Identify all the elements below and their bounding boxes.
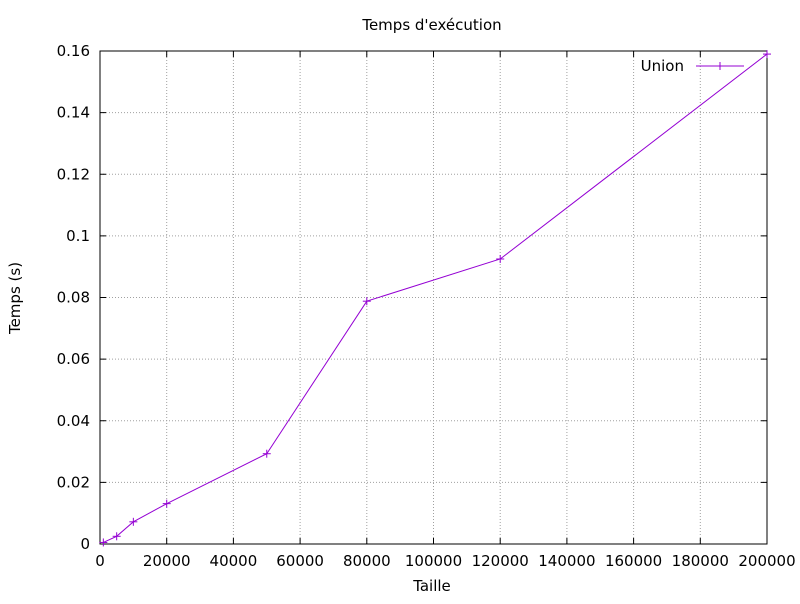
- x-tick-label: 0: [95, 552, 105, 570]
- x-tick-label: 140000: [538, 552, 595, 570]
- legend-label: Union: [641, 57, 684, 75]
- x-tick-label: 60000: [276, 552, 324, 570]
- series-layer: [99, 50, 771, 547]
- y-tick-label: 0.16: [57, 42, 90, 60]
- x-tick-label: 180000: [672, 552, 729, 570]
- data-point: [362, 297, 371, 306]
- series-line: [103, 53, 768, 543]
- y-tick-label: 0: [80, 535, 90, 553]
- x-axis-title: Taille: [412, 577, 451, 595]
- legend: Union: [641, 57, 744, 75]
- y-axis-title: Temps (s): [6, 262, 24, 335]
- grid: [100, 51, 767, 544]
- y-tick-label: 0.04: [57, 412, 90, 430]
- x-tick-label: 80000: [343, 552, 391, 570]
- y-tick-label: 0.14: [57, 104, 90, 122]
- data-point: [162, 499, 171, 508]
- x-tick-label: 20000: [143, 552, 191, 570]
- x-tick-label: 40000: [210, 552, 258, 570]
- x-tick-label: 100000: [405, 552, 462, 570]
- y-tick-label: 0.06: [57, 350, 90, 368]
- chart-title: Temps d'exécution: [361, 16, 501, 34]
- x-tick-label: 120000: [472, 552, 529, 570]
- y-tick-label: 0.1: [66, 227, 90, 245]
- data-point: [129, 517, 138, 526]
- data-point: [262, 449, 271, 458]
- data-point: [496, 254, 505, 263]
- data-point: [763, 50, 771, 59]
- x-tick-label: 200000: [738, 552, 795, 570]
- y-tick-label: 0.02: [57, 473, 90, 491]
- data-point: [112, 532, 121, 541]
- x-tick-label: 160000: [605, 552, 662, 570]
- axis-ticks: 0 20000 40000 60000 80000 100000 120000 140000 1…: [57, 42, 796, 570]
- y-tick-label: 0.12: [57, 165, 90, 183]
- y-tick-label: 0.08: [57, 289, 90, 307]
- data-point: [99, 538, 108, 547]
